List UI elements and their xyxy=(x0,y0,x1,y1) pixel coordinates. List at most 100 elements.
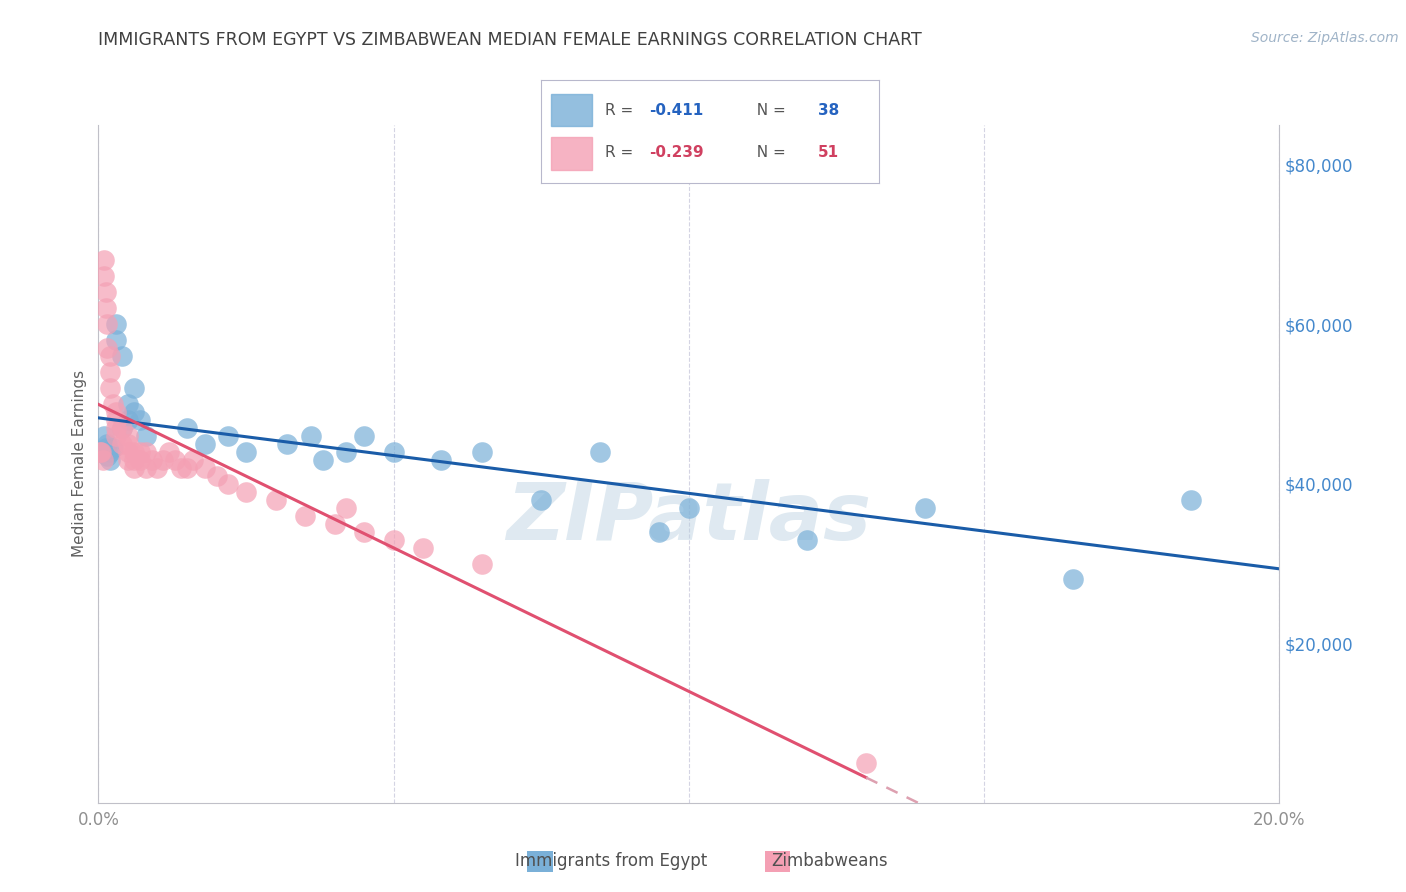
Point xyxy=(93,253,115,268)
Point xyxy=(205,468,228,483)
Point xyxy=(335,445,357,459)
Text: 38: 38 xyxy=(818,103,839,118)
Point xyxy=(98,365,121,379)
Point xyxy=(93,429,115,443)
Bar xyxy=(551,94,592,127)
Point xyxy=(855,756,877,770)
Point xyxy=(194,437,217,451)
Point xyxy=(235,445,257,459)
Point xyxy=(353,524,375,539)
Point xyxy=(122,460,145,475)
Point xyxy=(353,429,375,443)
Point xyxy=(796,533,818,547)
Point xyxy=(235,484,257,499)
Point xyxy=(430,453,453,467)
Point xyxy=(122,445,145,459)
Text: -0.239: -0.239 xyxy=(650,145,704,160)
Text: R =: R = xyxy=(606,145,638,160)
Point xyxy=(152,453,174,467)
Point xyxy=(103,441,125,455)
Point xyxy=(89,445,111,459)
Point xyxy=(111,421,134,435)
Text: Source: ZipAtlas.com: Source: ZipAtlas.com xyxy=(1251,31,1399,45)
Point xyxy=(111,421,134,435)
Text: R =: R = xyxy=(606,103,638,118)
Point xyxy=(323,516,346,531)
Point xyxy=(176,460,198,475)
Point xyxy=(117,397,139,411)
Point xyxy=(122,405,145,419)
Y-axis label: Median Female Earnings: Median Female Earnings xyxy=(72,370,87,558)
Point xyxy=(157,445,180,459)
Point xyxy=(135,429,157,443)
Point xyxy=(103,397,125,411)
Point xyxy=(141,453,163,467)
Point xyxy=(170,460,193,475)
Point xyxy=(90,445,112,459)
Point xyxy=(299,429,322,443)
Point xyxy=(96,341,118,355)
Point xyxy=(135,445,157,459)
Point xyxy=(117,429,139,443)
Point xyxy=(294,508,316,523)
Point xyxy=(105,429,128,443)
Point xyxy=(648,524,671,539)
Point xyxy=(94,285,117,300)
Point xyxy=(217,429,239,443)
Bar xyxy=(551,136,592,169)
Point xyxy=(105,405,128,419)
Point xyxy=(90,445,112,459)
Point xyxy=(96,318,118,332)
Point xyxy=(105,333,128,347)
Text: 51: 51 xyxy=(818,145,839,160)
Text: -0.411: -0.411 xyxy=(650,103,703,118)
Point xyxy=(1062,573,1084,587)
Point xyxy=(176,421,198,435)
Point xyxy=(412,541,434,555)
Point xyxy=(105,413,128,427)
Point xyxy=(194,460,217,475)
Point xyxy=(128,413,150,427)
Point xyxy=(117,413,139,427)
Point xyxy=(914,500,936,515)
Point xyxy=(471,445,494,459)
Point xyxy=(1180,492,1202,507)
Text: IMMIGRANTS FROM EGYPT VS ZIMBABWEAN MEDIAN FEMALE EARNINGS CORRELATION CHART: IMMIGRANTS FROM EGYPT VS ZIMBABWEAN MEDI… xyxy=(98,31,922,49)
Point xyxy=(312,453,335,467)
Point xyxy=(98,349,121,363)
Point xyxy=(217,476,239,491)
Point xyxy=(94,301,117,316)
Text: N =: N = xyxy=(747,103,790,118)
Point xyxy=(264,492,287,507)
Point xyxy=(128,445,150,459)
Point xyxy=(105,318,128,332)
Point xyxy=(98,445,121,459)
Point xyxy=(96,437,118,451)
Point xyxy=(98,381,121,395)
Point xyxy=(165,453,187,467)
Point xyxy=(181,453,204,467)
Text: Immigrants from Egypt: Immigrants from Egypt xyxy=(516,852,707,870)
Point xyxy=(96,449,118,463)
Point xyxy=(335,500,357,515)
Text: N =: N = xyxy=(747,145,790,160)
Point xyxy=(135,460,157,475)
Point xyxy=(678,500,700,515)
Point xyxy=(117,453,139,467)
Point xyxy=(530,492,553,507)
Point xyxy=(471,557,494,571)
Text: ZIPatlas: ZIPatlas xyxy=(506,479,872,558)
Point xyxy=(98,453,121,467)
Point xyxy=(382,445,405,459)
Point xyxy=(122,381,145,395)
Point xyxy=(589,445,612,459)
Point xyxy=(111,437,134,451)
Point xyxy=(146,460,169,475)
Point xyxy=(117,445,139,459)
Point xyxy=(105,421,128,435)
Point xyxy=(122,453,145,467)
Text: Zimbabweans: Zimbabweans xyxy=(772,852,887,870)
Point xyxy=(91,453,114,467)
Point xyxy=(111,349,134,363)
Point xyxy=(128,453,150,467)
